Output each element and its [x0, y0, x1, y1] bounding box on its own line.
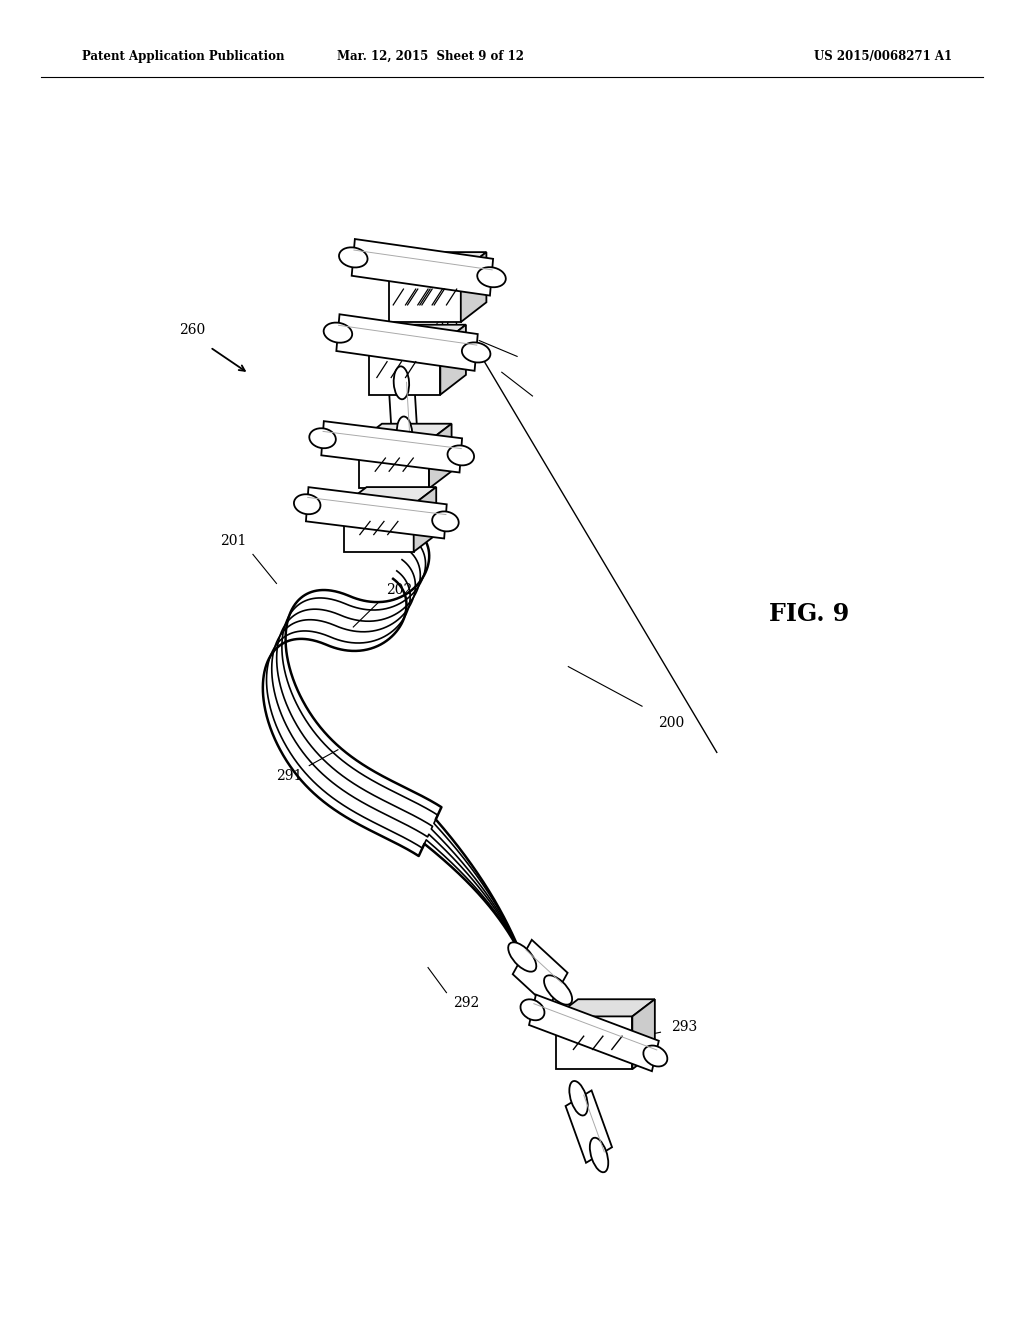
Polygon shape [389, 272, 461, 322]
Polygon shape [359, 441, 429, 488]
Polygon shape [344, 487, 436, 504]
Polygon shape [529, 994, 658, 1072]
Ellipse shape [393, 367, 410, 399]
Ellipse shape [462, 342, 490, 363]
Text: 292: 292 [453, 997, 479, 1010]
Ellipse shape [432, 511, 459, 532]
Text: 291: 291 [275, 770, 302, 783]
Polygon shape [513, 940, 567, 1007]
Ellipse shape [447, 445, 474, 466]
Text: US 2015/0068271 A1: US 2015/0068271 A1 [814, 50, 952, 63]
Text: 200: 200 [657, 717, 684, 730]
Polygon shape [322, 421, 462, 473]
Ellipse shape [590, 1138, 608, 1172]
Text: 201: 201 [220, 535, 247, 548]
Ellipse shape [294, 494, 321, 515]
Polygon shape [440, 325, 466, 395]
Polygon shape [565, 1090, 612, 1163]
Ellipse shape [569, 1081, 588, 1115]
Polygon shape [632, 999, 655, 1069]
Ellipse shape [520, 999, 545, 1020]
Polygon shape [369, 345, 440, 395]
Ellipse shape [508, 942, 537, 972]
Ellipse shape [324, 322, 352, 343]
Text: FIG. 9: FIG. 9 [769, 602, 849, 626]
Ellipse shape [544, 975, 572, 1005]
Polygon shape [389, 252, 486, 272]
Ellipse shape [309, 428, 336, 449]
Ellipse shape [396, 417, 413, 449]
Polygon shape [414, 487, 436, 552]
Polygon shape [336, 314, 478, 371]
Polygon shape [344, 504, 414, 552]
Text: Patent Application Publication: Patent Application Publication [82, 50, 285, 63]
Text: 202: 202 [386, 583, 413, 597]
Polygon shape [429, 424, 452, 488]
Polygon shape [351, 239, 494, 296]
Text: Mar. 12, 2015  Sheet 9 of 12: Mar. 12, 2015 Sheet 9 of 12 [337, 50, 523, 63]
Text: 260: 260 [179, 323, 206, 337]
Polygon shape [369, 325, 466, 345]
Text: 203: 203 [432, 317, 459, 330]
Ellipse shape [477, 267, 506, 288]
Ellipse shape [339, 247, 368, 268]
Polygon shape [461, 252, 486, 322]
Text: 293: 293 [671, 1020, 697, 1034]
Polygon shape [555, 999, 655, 1016]
Polygon shape [389, 381, 417, 434]
Polygon shape [555, 1016, 632, 1069]
Polygon shape [306, 487, 446, 539]
Ellipse shape [643, 1045, 668, 1067]
Polygon shape [359, 424, 452, 441]
